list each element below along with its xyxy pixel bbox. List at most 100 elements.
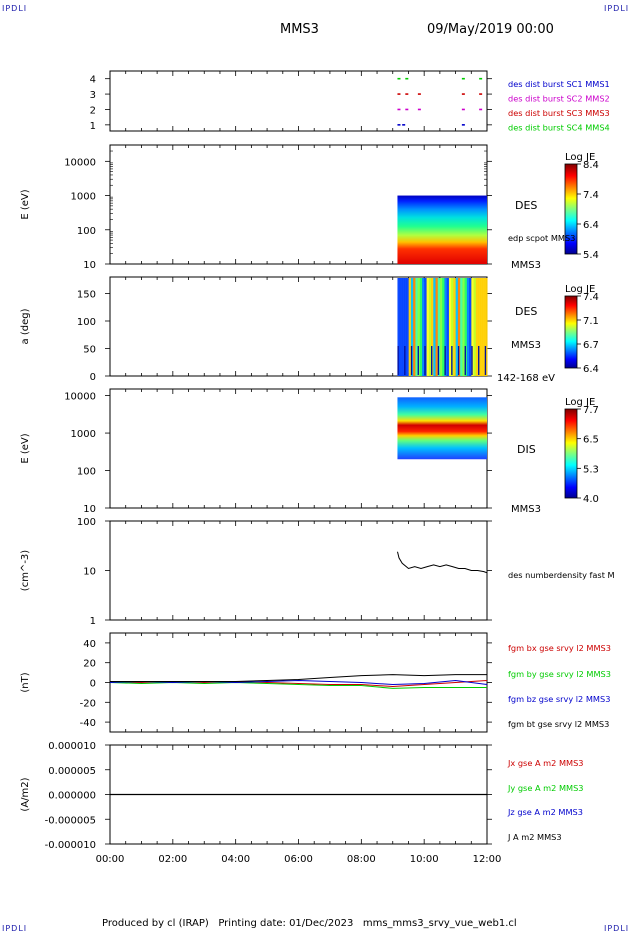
des-pitch-colorbar-tick-label: 6.7 xyxy=(583,340,599,351)
density-ytick-label: 1 xyxy=(90,616,96,627)
fgm-ytick-label: 20 xyxy=(83,659,96,670)
des-pitch-cell xyxy=(442,278,445,376)
current-ytick-label: 0.000000 xyxy=(48,791,96,802)
current-ytick-label: -0.000010 xyxy=(45,840,96,851)
burst-mark xyxy=(461,108,465,111)
des-pitch-energy-label: 142-168 eV xyxy=(497,373,555,384)
des-pitch-cell xyxy=(401,278,405,376)
des-pitch-cell xyxy=(406,278,410,376)
corner-label-bottom-left: IPDLI xyxy=(2,924,28,933)
des-energy-colorbar-tick-label: 7.4 xyxy=(583,190,599,201)
des-energy-colorbar-title: Log JE xyxy=(565,152,595,163)
des-energy-colorbar-tick-label: 5.4 xyxy=(583,250,599,261)
fgm-legend-entry: fgm bz gse srvy l2 MMS3 xyxy=(508,694,610,704)
des-pitch-cell xyxy=(419,278,423,376)
burst-mark xyxy=(405,108,409,111)
density-line xyxy=(397,551,488,574)
des-pitch-cell xyxy=(446,278,450,376)
des-pitch-cell xyxy=(448,278,452,376)
density-legend-entry: des numberdensity fast M xyxy=(508,570,615,580)
des-energy-ytick-label: 1000 xyxy=(71,192,96,203)
dis-energy-sc-label: MMS3 xyxy=(511,504,541,515)
dis-energy-colorbar-tick-label: 4.0 xyxy=(583,494,599,505)
des-pitch-streak xyxy=(431,346,433,375)
burst-mark xyxy=(397,108,401,111)
fgm-ytick-label: 40 xyxy=(83,639,96,650)
burst-legend-entry: des dist burst SC2 MMS2 xyxy=(508,94,610,104)
density-panel-frame xyxy=(109,520,488,621)
current-legend-entry: J A m2 MMS3 xyxy=(507,832,562,842)
mission-title: MMS3 xyxy=(280,22,319,37)
burst-legend-entry: des dist burst SC1 MMS1 xyxy=(508,79,610,89)
dis-energy-colorbar-tick-label: 6.5 xyxy=(583,435,599,446)
des-pitch-cell xyxy=(408,278,412,376)
dis-energy-colorbar-title: Log JE xyxy=(565,397,595,408)
dis-energy-colorbar-tick-label: 5.3 xyxy=(583,464,599,475)
des-pitch-cell xyxy=(435,278,439,376)
dis-energy-ytick-label: 10000 xyxy=(64,392,96,403)
burst-mark xyxy=(461,124,465,126)
burst-mark xyxy=(461,77,465,80)
fgm-legend-entry: fgm bt gse srvy l2 MMS3 xyxy=(508,719,609,729)
time-axis-label: 06:00 xyxy=(284,854,313,865)
fgm-ylabel: (nT) xyxy=(20,672,31,692)
des-pitch-cell xyxy=(451,278,454,376)
des-energy-ytick-label: 100 xyxy=(77,226,96,237)
des-pitch-cell xyxy=(462,278,466,376)
current-ylabel: (A/m2) xyxy=(20,777,31,811)
des-pitch-streak xyxy=(417,346,419,375)
des-pitch-ytick-label: 50 xyxy=(83,345,96,356)
des-pitch-cell xyxy=(464,278,468,376)
burst-legend-entry: des dist burst SC4 MMS4 xyxy=(508,123,610,133)
fgm-line-bz xyxy=(109,679,488,686)
fgm-line-bt xyxy=(110,674,487,682)
des-pitch-cell xyxy=(439,278,443,376)
burst-mark xyxy=(479,108,483,111)
des-pitch-cell xyxy=(431,278,434,376)
burst-mark xyxy=(397,77,401,80)
burst-mark xyxy=(402,124,406,126)
burst-mark xyxy=(417,108,421,111)
des-pitch-streak xyxy=(478,346,480,375)
des-energy-sc-label: MMS3 xyxy=(511,260,541,271)
des-pitch-cell xyxy=(460,278,463,376)
density-ytick-label: 100 xyxy=(77,517,96,528)
dis-energy-colorbar-tick-label: 7.7 xyxy=(583,405,599,416)
des-energy-colorbar xyxy=(564,163,578,255)
des-pitch-streak xyxy=(484,346,487,375)
dis-energy-ylabel: E (eV) xyxy=(20,433,31,463)
des-pitch-streak xyxy=(471,346,473,375)
des-pitch-cell xyxy=(397,278,401,376)
des-energy-ytick-label: 10 xyxy=(83,260,96,271)
des-pitch-colorbar-tick-label: 6.4 xyxy=(583,364,599,375)
corner-label-top-right: IPDLI xyxy=(604,4,630,13)
burst-mark xyxy=(479,93,483,95)
des-energy-colorbar-tick-label: 8.4 xyxy=(583,160,599,171)
burst-ytick-label: 1 xyxy=(90,121,96,132)
burst-panel-frame xyxy=(109,70,488,132)
des-energy-ylabel: E (eV) xyxy=(20,189,31,219)
des-pitch-cell xyxy=(426,278,430,376)
des-pitch-cell xyxy=(417,278,421,376)
datetime-title: 09/May/2019 00:00 xyxy=(427,22,554,37)
fgm-ytick-label: 0 xyxy=(90,679,96,690)
des-pitch-cell xyxy=(473,278,477,376)
burst-ytick-label: 4 xyxy=(90,75,96,86)
footer-text: Produced by cl (IRAP) Printing date: 01/… xyxy=(102,918,517,929)
burst-mark xyxy=(479,77,483,80)
des-pitch-cell xyxy=(482,278,486,376)
des-pitch-streak xyxy=(437,346,440,375)
des-pitch-cell xyxy=(413,278,416,376)
des-pitch-cell xyxy=(422,278,425,376)
time-axis-label: 00:00 xyxy=(96,854,125,865)
des-energy-spectrogram xyxy=(397,195,487,264)
current-ytick-label: -0.000005 xyxy=(45,815,96,826)
des-pitch-colorbar-tick-label: 7.4 xyxy=(583,292,599,303)
des-pitch-ylabel: a (deg) xyxy=(20,308,31,344)
dis-energy-ytick-label: 10 xyxy=(83,504,96,515)
des-energy-scpot-label: edp scpot MMS3 xyxy=(508,233,575,243)
current-ytick-label: 0.000005 xyxy=(48,766,96,777)
des-pitch-cell xyxy=(410,278,414,376)
burst-mark xyxy=(397,93,401,95)
des-pitch-cell xyxy=(453,278,457,376)
